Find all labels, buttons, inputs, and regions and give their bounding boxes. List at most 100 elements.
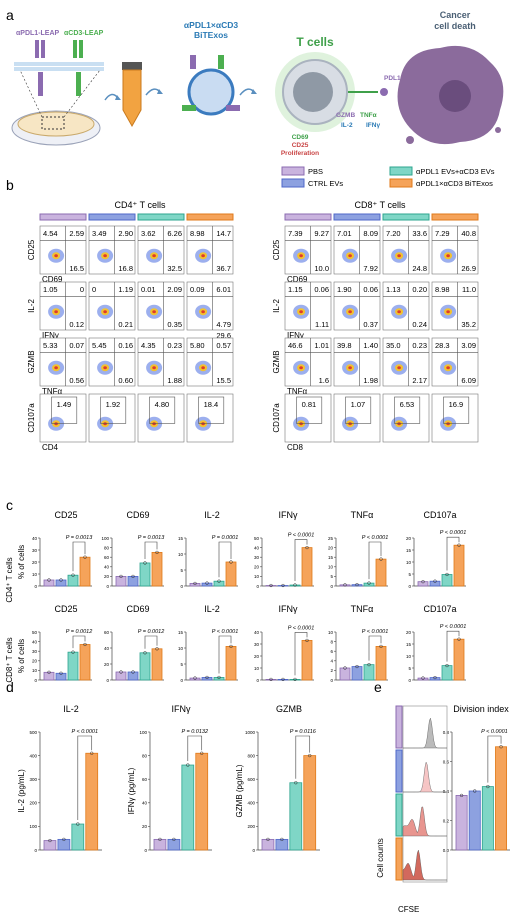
p-value: P < 0.0001	[440, 530, 467, 536]
bar	[277, 679, 289, 681]
y-tick-label: 100	[101, 536, 109, 541]
y-tick-label: 60	[142, 777, 148, 782]
y-tick-label: 400	[247, 801, 255, 806]
chart-title: CD107a	[423, 510, 456, 520]
p-value: P < 0.0001	[440, 624, 467, 630]
y-tick-label: 0	[252, 848, 255, 853]
p-value: P = 0.0012	[138, 629, 165, 635]
y-tick-label: 5	[180, 568, 183, 573]
gate-value: 0.16	[118, 341, 133, 350]
flow-density-peak	[54, 422, 58, 426]
gate-value: 2.59	[69, 229, 84, 238]
y-tick-label: 0	[106, 584, 109, 589]
gate-value: 0.07	[69, 341, 84, 350]
gate-value: 0	[80, 285, 84, 294]
y-tick-label: 0.0	[443, 848, 450, 853]
flow-ylabel: GZMB	[27, 350, 36, 373]
gate-value: 1.6	[319, 376, 329, 385]
y-tick-label: 0	[106, 678, 109, 683]
bar	[43, 579, 55, 587]
chart-title: TNFα	[351, 604, 374, 614]
gate-value: 16.9	[449, 400, 464, 409]
gate-value: 1.15	[288, 285, 303, 294]
group-bar	[88, 213, 136, 221]
legend-swatch	[389, 166, 413, 176]
gate-box	[296, 396, 323, 424]
y-tick-label: 0.6	[443, 759, 450, 764]
flow-density-peak	[152, 422, 156, 426]
y-tick-label: 80	[104, 545, 110, 550]
significance-bracket	[144, 541, 158, 559]
data-point	[433, 675, 437, 680]
data-point	[269, 677, 273, 682]
legend-swatch	[281, 166, 305, 176]
gate-value: 6.01	[216, 285, 231, 294]
bar	[301, 547, 313, 587]
y-tick-label: 5	[330, 574, 333, 579]
gate-value: 0.06	[363, 285, 378, 294]
significance-bracket	[368, 541, 382, 580]
gate-value: 0.24	[412, 320, 427, 329]
flow-plot	[88, 393, 136, 443]
flow-density-peak	[299, 254, 303, 258]
gate-value: 0.06	[314, 285, 329, 294]
gate-value: 0.12	[69, 320, 84, 329]
significance-bracket	[218, 635, 232, 674]
bar	[417, 581, 429, 587]
gate-value: 4.54	[43, 229, 58, 238]
data-point	[193, 676, 197, 680]
gate-value: 6.53	[400, 400, 415, 409]
y-axis-label: IFNγ (pg/mL)	[127, 767, 136, 814]
gate-value: 0.60	[118, 376, 133, 385]
group-bar	[333, 213, 381, 221]
data-point	[293, 583, 297, 587]
panel-label-b: b	[6, 177, 14, 193]
data-point	[119, 574, 123, 579]
data-point	[445, 572, 449, 577]
data-point	[473, 789, 477, 793]
gate-value: 2.17	[412, 376, 427, 385]
bar	[79, 556, 91, 587]
flow-density-peak	[201, 366, 205, 370]
data-point	[293, 677, 297, 682]
flow-density-peak	[201, 422, 205, 426]
flow-plot	[39, 337, 87, 387]
y-tick-label: 500	[29, 730, 37, 735]
chart-title: IL-2	[204, 510, 220, 520]
flow-density-peak	[103, 422, 107, 426]
legend-swatch	[281, 178, 305, 188]
flow-density-peak	[446, 422, 450, 426]
bar	[55, 579, 67, 587]
significance-bracket	[144, 635, 158, 649]
y-tick-label: 1000	[245, 730, 256, 735]
bitexos-title-1: αPDL1×αCD3	[184, 20, 238, 30]
flow-plot	[284, 337, 332, 387]
gate-value: 9.27	[314, 229, 329, 238]
proliferation-label: Proliferation	[281, 150, 319, 157]
bar	[375, 558, 387, 587]
p-value: P = 0.0013	[138, 535, 165, 541]
gate-box	[345, 396, 372, 424]
bar	[303, 755, 317, 851]
flow-plot	[382, 337, 430, 387]
gate-value: 1.92	[106, 400, 121, 409]
p-value: P = 0.0132	[181, 729, 208, 735]
y-tick-label: 4	[330, 659, 333, 664]
bar	[167, 838, 181, 851]
panel-label-e: e	[374, 679, 382, 695]
y-tick-label: 300	[29, 777, 37, 782]
data-point	[305, 545, 309, 550]
gate-value: 1.11	[315, 320, 329, 329]
group-bar	[395, 793, 403, 837]
flow-ylabel: CD107a	[27, 403, 36, 433]
gate-value: 29.6	[216, 331, 231, 340]
y-tick-label: 20	[406, 536, 412, 541]
chart-title: Division index	[453, 704, 509, 714]
data-point	[229, 644, 233, 649]
data-point	[343, 583, 347, 587]
chart-title: CD25	[54, 510, 77, 520]
p-value: P < 0.0001	[481, 729, 508, 735]
gate-value: 4.35	[141, 341, 156, 350]
y-tick-label: 50	[254, 536, 260, 541]
